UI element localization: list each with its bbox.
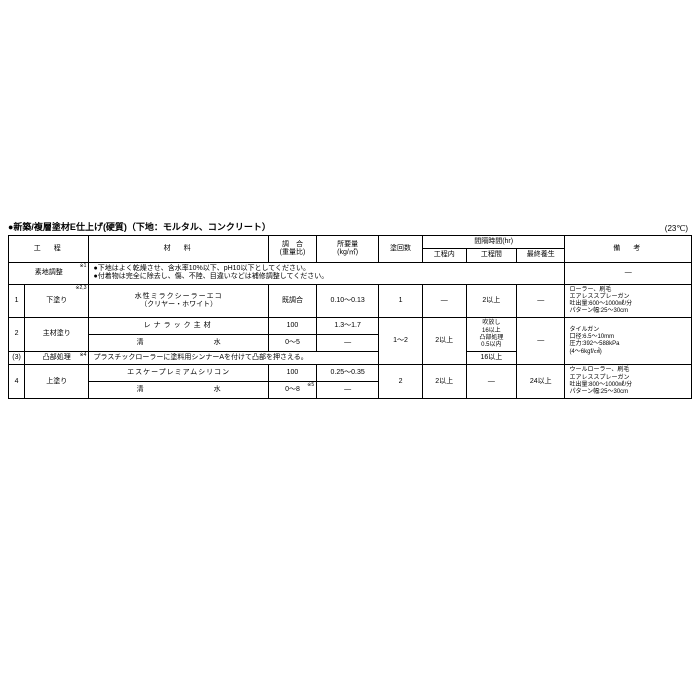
process-cell: 凸部処理 ※4 (25, 352, 89, 365)
remarks-cell: タイルガン口径:6.5～10mm圧力:392～588kPa(4～6kgf/㎠) (565, 318, 692, 365)
coats-cell: 1 (379, 284, 423, 318)
material-cell: プラスチックローラーに塗料用シンナーAを付けて凸部を押さえる。 (89, 352, 379, 365)
col-process: 工 程 (9, 236, 89, 263)
col-final: 最終養生 (517, 249, 565, 262)
material-cell: ●下地はよく乾燥させ、含水率10%以下、pH10以下としてください。 ●付着物は… (89, 262, 565, 284)
between-cell: — (466, 365, 517, 399)
between-cell: 16以上 (466, 352, 517, 365)
final-cell: — (517, 318, 565, 365)
coats-cell: 2 (379, 365, 423, 399)
within-cell: 2以上 (422, 318, 466, 365)
mixing-cell: 既調合 (268, 284, 316, 318)
final-cell: 24以上 (517, 365, 565, 399)
col-amount: 所要量(kg/㎡) (317, 236, 379, 263)
amount-cell: 0.25～0.35 (317, 365, 379, 382)
process-cell: 素地調整 ※1 (9, 262, 89, 284)
material-cell: エスケープレミアムシリコン (89, 365, 268, 382)
row-num: 2 (9, 318, 25, 352)
col-within: 工程内 (422, 249, 466, 262)
remarks-cell: ローラー、刷毛エアレススプレーガン吐出量:600～1000㎖/分パターン幅:25… (565, 284, 692, 318)
final-cell: — (517, 284, 565, 318)
within-cell: 2以上 (422, 365, 466, 399)
col-between: 工程間 (466, 249, 517, 262)
between-cell: 2以上 (466, 284, 517, 318)
amount-cell: 1.3～1.7 (317, 318, 379, 335)
mixing-cell: 0～8 ※5 (268, 382, 316, 399)
col-mixing: 調 合(重量比) (268, 236, 316, 263)
col-coats: 塗回数 (379, 236, 423, 263)
row-num: (3) (9, 352, 25, 365)
within-cell: — (422, 284, 466, 318)
row-num: 1 (9, 284, 25, 318)
amount-cell: — (317, 335, 379, 352)
remarks-cell: — (565, 262, 692, 284)
header-row-1: 工 程 材 料 調 合(重量比) 所要量(kg/㎡) 塗回数 間隔時間(hr) … (9, 236, 692, 249)
mixing-cell: 100 (268, 365, 316, 382)
material-cell: レナラック主材 (89, 318, 268, 335)
amount-cell: — (317, 382, 379, 399)
col-material: 材 料 (89, 236, 268, 263)
temperature-note: (23℃) (665, 224, 688, 233)
remarks-cell: ウールローラー、刷毛エアレススプレーガン吐出量:800～1000㎖/分パターン幅… (565, 365, 692, 399)
material-cell: 水性ミラクシーラーエコ （クリヤー・ホワイト） (89, 284, 268, 318)
spec-table: 工 程 材 料 調 合(重量比) 所要量(kg/㎡) 塗回数 間隔時間(hr) … (8, 235, 692, 399)
between-cell: 吹放し16以上凸部処理0.5以内 (466, 318, 517, 352)
mixing-cell: 100 (268, 318, 316, 335)
table-row: 2 主材塗り レナラック主材 100 1.3～1.7 1～2 2以上 吹放し16… (9, 318, 692, 335)
process-cell: 主材塗り (25, 318, 89, 352)
material-cell: 清 水 (89, 335, 268, 352)
process-cell: 下塗り ※2,3 (25, 284, 89, 318)
process-cell: 上塗り (25, 365, 89, 399)
mixing-cell: 0～5 (268, 335, 316, 352)
table-row: 素地調整 ※1 ●下地はよく乾燥させ、含水率10%以下、pH10以下としてくださ… (9, 262, 692, 284)
table-row: 4 上塗り エスケープレミアムシリコン 100 0.25～0.35 2 2以上 … (9, 365, 692, 382)
row-num: 4 (9, 365, 25, 399)
material-cell: 清 水 (89, 382, 268, 399)
table-row: 1 下塗り ※2,3 水性ミラクシーラーエコ （クリヤー・ホワイト） 既調合 0… (9, 284, 692, 318)
table-title: ●新築/複層塗材E仕上げ(硬質)（下地：モルタル、コンクリート） (8, 220, 271, 233)
col-interval: 間隔時間(hr) (422, 236, 565, 249)
amount-cell: 0.10～0.13 (317, 284, 379, 318)
coats-cell: 1～2 (379, 318, 423, 365)
col-remarks: 備 考 (565, 236, 692, 263)
